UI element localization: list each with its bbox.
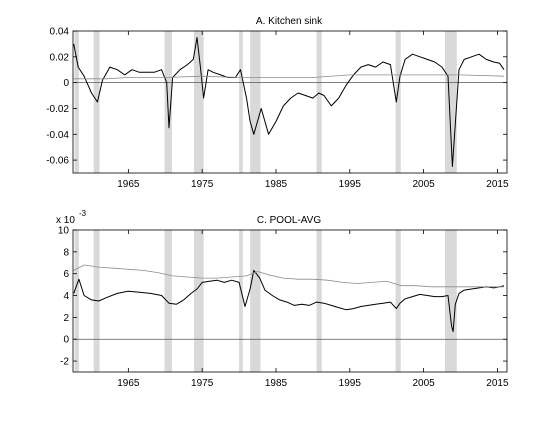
series-line-black (73, 37, 505, 167)
series-line-gray (73, 264, 504, 288)
y-tick-label: 0 (63, 78, 69, 89)
y-tick-label: -2 (60, 357, 69, 368)
recession-band (250, 230, 261, 372)
recession-band (194, 230, 204, 372)
x-tick-label: 2005 (412, 179, 435, 190)
x-tick-label: 1965 (117, 179, 140, 190)
y-tick-label: -0.02 (46, 104, 69, 115)
recession-band (316, 31, 322, 173)
panel-pool-avg: C. POOL-AVG x 10 -3 1965 1975 1985 1995 2005… (56, 209, 509, 389)
y-tick-label: -0.04 (46, 130, 69, 141)
axes-frame (72, 30, 508, 174)
panel-title: A. Kitchen sink (256, 16, 323, 27)
recession-band (395, 31, 401, 173)
series-line-black (73, 269, 505, 333)
y-tick-label: 0 (63, 335, 69, 346)
x-tick-label: 2005 (412, 378, 435, 389)
x-tick-label: 2015 (486, 179, 509, 190)
recession-band (395, 230, 401, 372)
x-tick-label: 1985 (265, 179, 288, 190)
recession-band (445, 31, 457, 173)
panel-kitchen-sink: A. Kitchen sink 1965 1975 1985 1995 2005 2015… (46, 16, 509, 190)
recession-band (194, 31, 204, 173)
series-line-gray (73, 74, 505, 80)
y-tick-label: 8 (63, 247, 69, 258)
x-tick-label: 1995 (339, 378, 362, 389)
y-tick-label: 2 (63, 313, 69, 324)
recession-band (239, 31, 243, 173)
recession-band (164, 230, 172, 372)
recession-band (239, 230, 243, 372)
x-tick-label: 1965 (117, 378, 140, 389)
recession-band (74, 31, 79, 173)
y-tick-label: -0.06 (46, 156, 69, 167)
scale-note: x 10 (56, 215, 75, 226)
x-tick-label: 1995 (339, 179, 362, 190)
recession-band (164, 31, 172, 173)
y-tick-label: 10 (58, 226, 70, 237)
y-tick-label: 4 (63, 291, 69, 302)
recession-band (74, 230, 79, 372)
recession-band (445, 230, 457, 372)
y-tick-label: 0.02 (50, 52, 70, 63)
recession-band (250, 31, 261, 173)
x-tick-label: 2015 (486, 378, 509, 389)
axes-frame (72, 229, 508, 373)
x-tick-label: 1985 (265, 378, 288, 389)
x-tick-label: 1975 (191, 179, 214, 190)
y-tick-label: 0.04 (50, 27, 70, 38)
panel-title: C. POOL-AVG (257, 215, 321, 226)
recession-band (316, 230, 322, 372)
y-tick-label: 6 (63, 269, 69, 280)
scale-exponent: -3 (79, 209, 87, 218)
x-tick-label: 1975 (191, 378, 214, 389)
recession-band (93, 31, 100, 173)
